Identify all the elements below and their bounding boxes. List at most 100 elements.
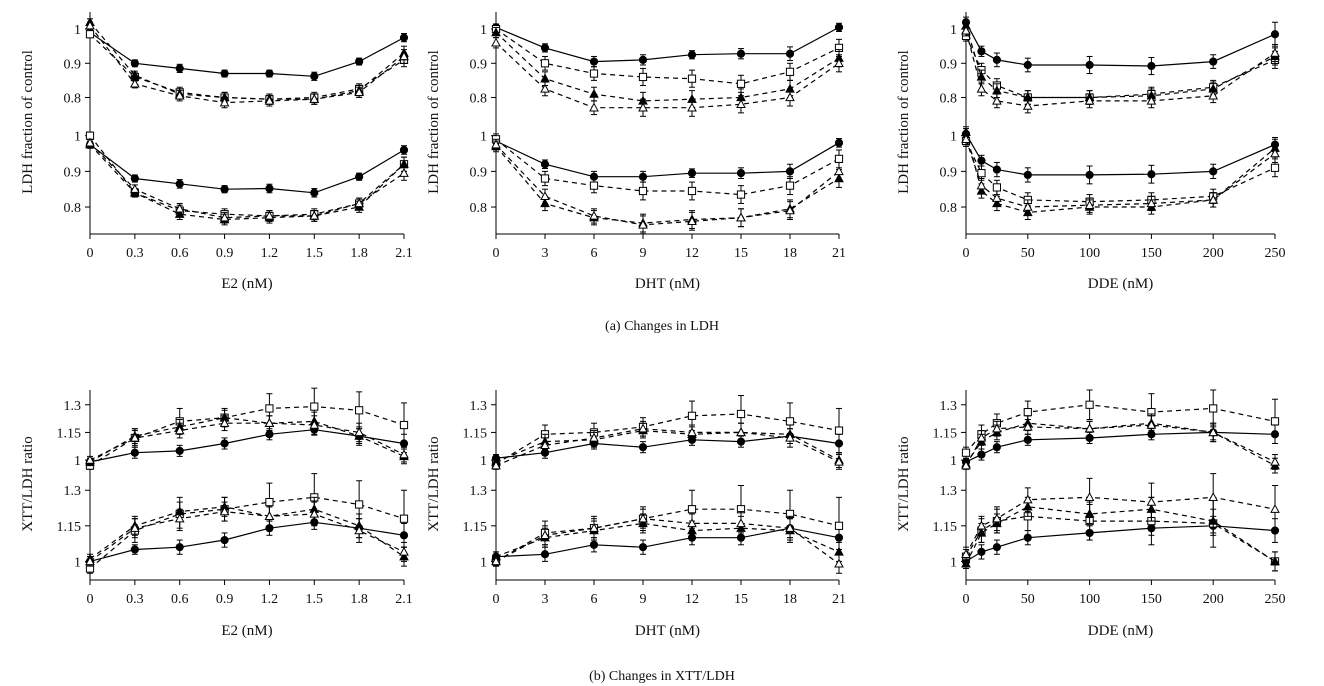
y-tick-label: 1	[74, 130, 81, 145]
subpanel-lower: 1 0.9 0.8	[470, 130, 844, 235]
data-point-triangle	[1084, 95, 1095, 105]
data-point-circle	[589, 57, 599, 66]
data-point-triangle	[1208, 90, 1219, 100]
data-point-triangle	[1146, 95, 1157, 105]
subpanel-upper: 1 0.9 0.8	[64, 17, 409, 109]
data-point-circle	[175, 64, 184, 73]
series-line-3	[495, 518, 840, 565]
y-tick-label: 0.8	[940, 201, 958, 216]
data-point-triangle	[992, 513, 1002, 523]
data-point-triangle	[834, 558, 844, 568]
y-tick-label: 0.8	[940, 91, 958, 106]
y-tick-label: 0.9	[64, 57, 82, 72]
y-tick-label: 0.9	[470, 165, 488, 180]
data-point-triangle	[976, 180, 987, 190]
data-point-circle	[265, 69, 274, 78]
data-point-triangle	[85, 556, 95, 566]
data-point-triangle	[638, 219, 648, 229]
y-tick-label: 1	[950, 555, 957, 570]
data-point-triangle	[1084, 423, 1095, 433]
series-line-1	[495, 508, 840, 562]
data-point-circle	[1023, 533, 1032, 542]
series-line-3	[89, 142, 405, 219]
data-point-triangle	[687, 216, 697, 225]
y-tick-label: 1.3	[940, 399, 958, 414]
data-point-square	[265, 404, 274, 413]
data-point-circle	[1023, 435, 1032, 444]
data-point-circle	[540, 43, 550, 53]
data-point-triangle	[992, 95, 1002, 105]
data-point-triangle	[961, 460, 971, 470]
y-tick-label: 1	[480, 130, 487, 145]
x-tick-label: 9	[640, 246, 647, 261]
subpanel-lower: 1.3 1.15 1	[463, 484, 844, 574]
data-point-square	[1270, 163, 1280, 172]
y-tick-label: 1	[480, 555, 487, 570]
x-tick-label: 1.8	[350, 246, 368, 261]
data-point-circle	[220, 535, 229, 545]
series-line-0	[495, 26, 840, 63]
caption-b: (b) Changes in XTT/LDH	[589, 669, 735, 684]
y-tick-label: 1	[74, 454, 81, 469]
data-point-triangle	[976, 520, 987, 530]
data-point-circle	[220, 439, 229, 448]
x-axis-label: E2 (nM)	[221, 623, 272, 639]
data-point-triangle	[1270, 47, 1280, 57]
y-tick-label: 0.8	[470, 91, 488, 106]
data-point-triangle	[354, 87, 364, 97]
x-tick-label: 1.2	[261, 246, 279, 261]
subpanel-lower: 1 0.9 0.8	[64, 130, 409, 226]
x-tick-label: 0	[87, 246, 94, 261]
data-point-circle	[1147, 170, 1156, 179]
x-tick-label: 0.3	[126, 246, 144, 261]
series-line-1	[965, 515, 1276, 562]
x-tick-label: 50	[1021, 592, 1035, 607]
data-point-circle	[736, 49, 746, 58]
data-point-square	[638, 72, 648, 82]
y-tick-label: 1.3	[64, 484, 82, 499]
data-point-circle	[992, 543, 1002, 552]
data-point-triangle	[589, 102, 599, 112]
subpanel-lower: 1.3 1.15 1	[933, 473, 1280, 572]
chart-a-DDE: 0 50 100 150 200 250 DDE (nM) LDH fraction of c…	[896, 12, 1286, 292]
data-point-triangle	[1022, 421, 1033, 431]
series-line-2	[495, 32, 840, 102]
x-tick-label: 0	[87, 592, 94, 607]
data-point-triangle	[589, 522, 599, 532]
data-point-triangle	[785, 205, 795, 215]
data-point-square	[736, 409, 746, 419]
x-tick-label: 6	[591, 246, 598, 261]
data-point-square	[687, 74, 697, 83]
data-point-triangle	[399, 167, 409, 177]
data-point-triangle	[976, 432, 987, 442]
data-point-triangle	[540, 191, 550, 201]
data-point-triangle	[491, 556, 501, 566]
y-axis-label: LDH fraction of control	[896, 50, 912, 194]
series-line-2	[89, 417, 405, 463]
data-point-square	[265, 497, 274, 507]
data-point-triangle	[785, 432, 795, 442]
x-axis-label: DDE (nM)	[1088, 276, 1153, 292]
data-point-circle	[834, 138, 844, 147]
data-point-triangle	[264, 511, 275, 521]
data-point-circle	[992, 443, 1002, 452]
x-tick-label: 250	[1265, 246, 1286, 261]
data-point-triangle	[264, 210, 275, 220]
data-point-triangle	[309, 419, 320, 429]
x-tick-label: 0.9	[216, 246, 234, 261]
series-line-1	[89, 496, 405, 569]
y-tick-label: 0.8	[64, 91, 82, 106]
data-point-triangle	[976, 71, 987, 81]
data-point-circle	[992, 55, 1002, 64]
data-point-triangle	[309, 508, 320, 518]
series-line-0	[965, 431, 1276, 463]
series-line-2	[89, 506, 405, 560]
series-line-1	[965, 140, 1276, 203]
series-line-0	[89, 521, 405, 562]
data-point-triangle	[687, 518, 697, 528]
y-tick-label: 1.3	[940, 484, 958, 499]
series-line-3	[89, 422, 405, 461]
data-point-circle	[992, 165, 1002, 174]
plot-panels: 0 0.3 0.6 0.9 1.2 1.5 1.8 2.1 E2 (nM) LDH fractio…	[20, 12, 1286, 639]
